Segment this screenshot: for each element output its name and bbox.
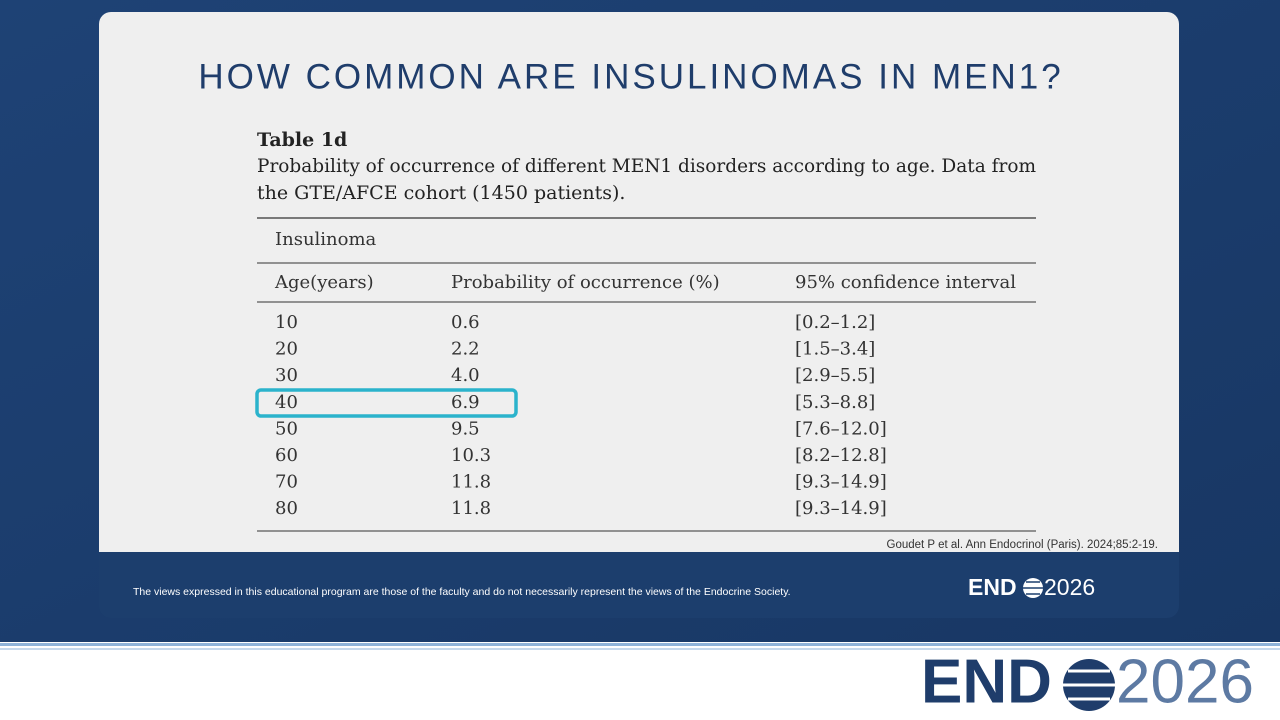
logo-globe-lines <box>1063 669 1115 701</box>
table-group: Insulinoma <box>275 229 377 250</box>
table-cell: [0.2–1.2] <box>795 312 875 333</box>
table-label: Table 1d <box>257 129 347 151</box>
table-cell: 80 <box>275 498 298 519</box>
table-header: 95% confidence interval <box>795 272 1016 293</box>
table-cell: 60 <box>275 445 298 466</box>
table-cell: 10.3 <box>451 445 491 466</box>
table-header: Probability of occurrence (%) <box>451 272 720 293</box>
table: Age(years) Probability of occurrence (%) 9… <box>274 272 1016 519</box>
logo-year: 2026 <box>1044 574 1095 600</box>
divider <box>0 648 1280 650</box>
logo-year: 2026 <box>1116 647 1254 716</box>
table-cell: 11.8 <box>451 498 491 519</box>
divider <box>0 643 1280 646</box>
table-cell: 50 <box>275 418 298 439</box>
table-caption: Probability of occurrence of different M… <box>257 155 1036 177</box>
table-cell: [9.3–14.9] <box>795 472 887 493</box>
table-cell: 20 <box>275 339 298 360</box>
highlight-box <box>255 388 518 418</box>
table-cell: 6.9 <box>451 392 480 413</box>
logo-small: END 2026 <box>968 574 1095 600</box>
table-cell: [8.2–12.8] <box>795 445 887 466</box>
table-cell: 4.0 <box>451 365 480 386</box>
table-cell: 70 <box>275 472 298 493</box>
table-header: Age(years) <box>274 272 374 293</box>
table-cell: 2.2 <box>451 339 480 360</box>
table-cell: [7.6–12.0] <box>795 418 887 439</box>
table-cell: 0.6 <box>451 312 480 333</box>
slide-title: HOW COMMON ARE INSULINOMAS IN MEN1? <box>198 57 1063 96</box>
table-cell: 40 <box>275 392 298 413</box>
table-cell: 9.5 <box>451 418 480 439</box>
logo-large: END 2026 <box>921 647 1254 716</box>
table-cell: [9.3–14.9] <box>795 498 887 519</box>
table-cell: [2.9–5.5] <box>795 365 875 386</box>
logo-globe-lines <box>1023 581 1043 595</box>
table-cell: 30 <box>275 365 298 386</box>
logo-prefix: END <box>968 574 1017 600</box>
citation: Goudet P et al. Ann Endocrinol (Paris). … <box>887 539 1159 551</box>
logo-prefix: END <box>921 647 1052 716</box>
table-cell: [5.3–8.8] <box>795 392 875 413</box>
table-cell: 10 <box>275 312 298 333</box>
disclaimer: The views expressed in this educational … <box>133 586 791 598</box>
table-caption: the GTE/AFCE cohort (1450 patients). <box>257 182 625 204</box>
table-cell: [1.5–3.4] <box>795 339 875 360</box>
table-cell: 11.8 <box>451 472 491 493</box>
